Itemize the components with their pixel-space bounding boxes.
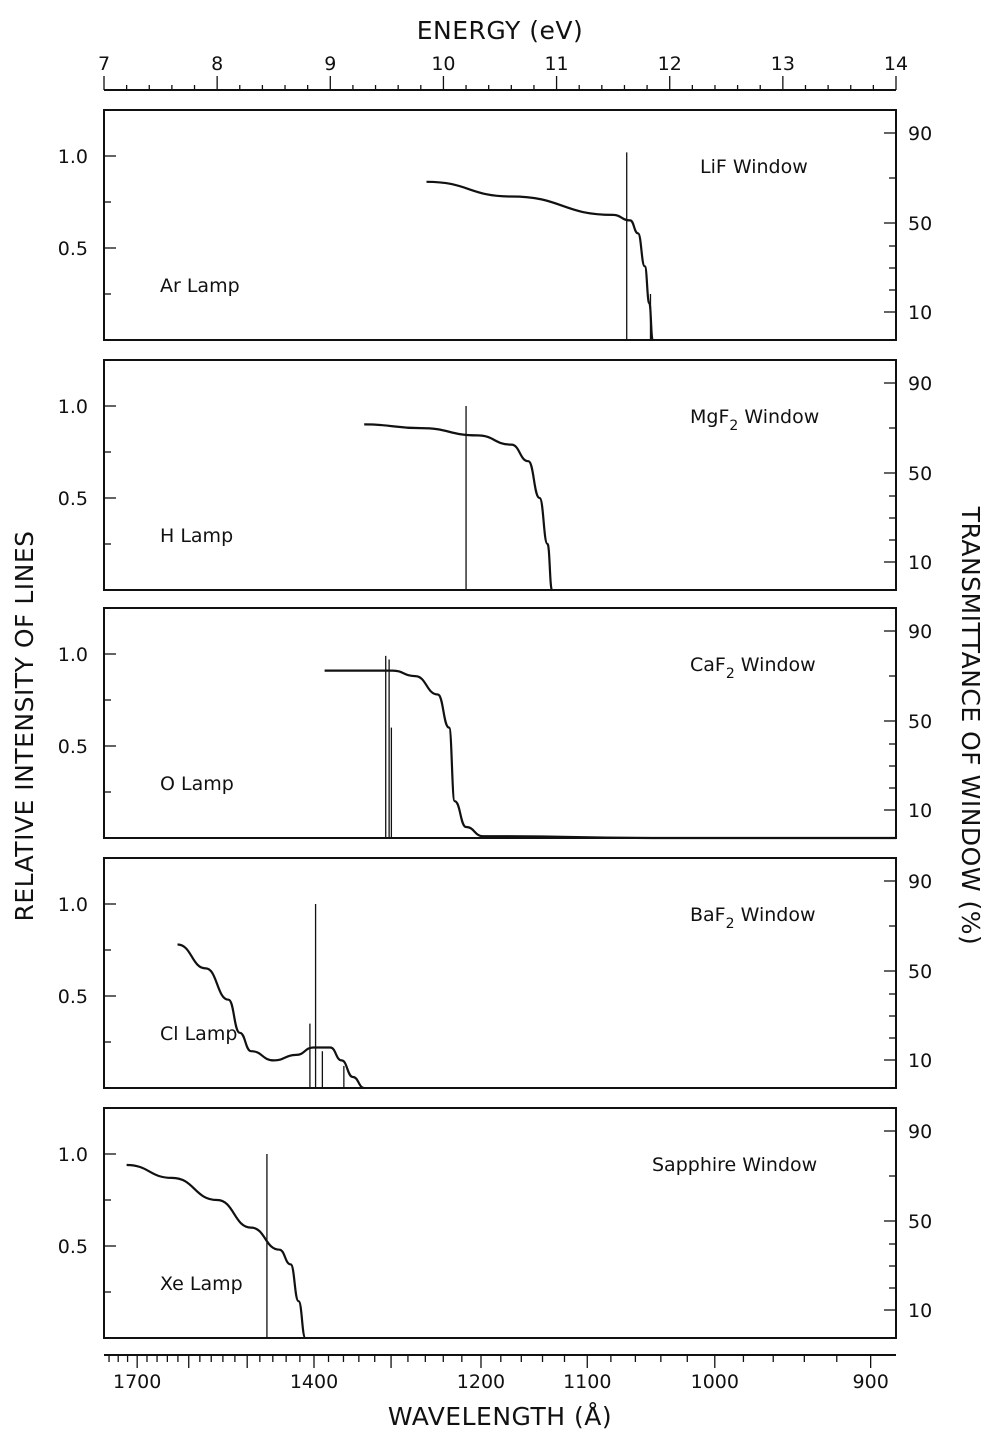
window-subscript: 2	[726, 916, 735, 932]
panel-2: 1.0 0.5 90 50 10 H Lamp MgF2 Window	[58, 359, 932, 592]
lamp-label: Cl Lamp	[160, 1023, 237, 1045]
window-subscript: 2	[729, 418, 738, 434]
transmittance-tick-label: 90	[908, 871, 932, 893]
transmittance-curve	[426, 180, 654, 342]
window-name: Sapphire Window	[652, 1154, 817, 1176]
right-axis-label: TRANSMITTANCE OF WINDOW (%)	[956, 506, 985, 946]
window-label: BaF2 Window	[690, 904, 816, 932]
transmittance-tick-label: 10	[908, 1050, 932, 1072]
window-suffix: Window	[735, 904, 816, 926]
intensity-tick-label: 0.5	[58, 1236, 88, 1258]
transmittance-tick-label: 50	[908, 711, 932, 733]
window-name: MgF	[690, 406, 729, 428]
window-name: LiF Window	[700, 156, 808, 178]
transmittance-curve	[126, 1163, 307, 1340]
energy-tick-label: 12	[658, 53, 682, 75]
intensity-tick-label: 0.5	[58, 488, 88, 510]
panel-frame	[103, 109, 897, 341]
panel-4: 1.0 0.5 90 50 10 Cl Lamp BaF2 Window	[58, 857, 932, 1090]
energy-tick-label: 9	[324, 53, 336, 75]
transmittance-tick-label: 90	[908, 373, 932, 395]
lamp-label: O Lamp	[160, 773, 234, 795]
transmittance-tick-label: 90	[908, 123, 932, 145]
panel-3: 1.0 0.5 90 50 10 O Lamp CaF2 Window	[58, 607, 932, 840]
wavelength-tick-label: 1400	[290, 1371, 338, 1393]
panel-frame	[103, 607, 897, 839]
panel-1: 1.0 0.5 90 50 10 Ar Lamp LiF Window	[58, 109, 932, 342]
intensity-tick-label: 1.0	[58, 644, 88, 666]
intensity-tick-label: 0.5	[58, 736, 88, 758]
window-name: CaF	[690, 654, 726, 676]
bottom-axis-label: WAVELENGTH (Å)	[388, 1402, 612, 1431]
wavelength-tick-label: 1000	[691, 1371, 739, 1393]
window-suffix: Window	[735, 654, 816, 676]
window-label: MgF2 Window	[690, 406, 819, 434]
window-subscript: 2	[726, 666, 735, 682]
panel-frame	[103, 359, 897, 591]
transmittance-tick-label: 50	[908, 961, 932, 983]
intensity-tick-label: 0.5	[58, 986, 88, 1008]
wavelength-axis: 1700 1400 1200 1100 1000 900	[104, 1354, 896, 1393]
transmittance-tick-label: 90	[908, 1121, 932, 1143]
panel-5: 1.0 0.5 90 50 10 Xe Lamp Sapphire Window	[58, 1107, 932, 1340]
intensity-tick-label: 1.0	[58, 396, 88, 418]
transmittance-curve	[177, 943, 365, 1090]
lamp-label: Xe Lamp	[160, 1273, 243, 1295]
transmittance-tick-label: 10	[908, 1300, 932, 1322]
transmittance-tick-label: 50	[908, 213, 932, 235]
wavelength-tick-label: 1200	[457, 1371, 505, 1393]
energy-tick-label: 13	[771, 53, 795, 75]
top-axis-label: ENERGY (eV)	[417, 16, 584, 45]
energy-axis: 7 8 9 10 11 12 13 14	[98, 53, 908, 91]
intensity-tick-label: 1.0	[58, 1144, 88, 1166]
intensity-tick-label: 1.0	[58, 146, 88, 168]
energy-tick-label: 10	[431, 53, 455, 75]
energy-tick-label: 11	[544, 53, 568, 75]
transmittance-curve	[324, 669, 896, 840]
lamp-label: H Lamp	[160, 525, 233, 547]
transmittance-tick-label: 50	[908, 463, 932, 485]
energy-tick-label: 14	[884, 53, 908, 75]
window-suffix: Window	[738, 406, 819, 428]
wavelength-tick-label: 1700	[113, 1371, 161, 1393]
window-label: LiF Window	[700, 156, 808, 178]
panel-frame	[103, 857, 897, 1089]
intensity-tick-label: 1.0	[58, 894, 88, 916]
energy-tick-label: 7	[98, 53, 110, 75]
transmittance-tick-label: 10	[908, 552, 932, 574]
left-axis-label: RELATIVE INTENSITY OF LINES	[10, 530, 39, 921]
lamp-label: Ar Lamp	[160, 275, 240, 297]
transmittance-tick-label: 10	[908, 800, 932, 822]
transmittance-curve	[364, 423, 554, 592]
window-label: Sapphire Window	[652, 1154, 817, 1176]
transmittance-tick-label: 90	[908, 621, 932, 643]
energy-tick-label: 8	[211, 53, 223, 75]
wavelength-tick-label: 1100	[563, 1371, 611, 1393]
transmittance-tick-label: 10	[908, 302, 932, 324]
window-label: CaF2 Window	[690, 654, 816, 682]
intensity-tick-label: 0.5	[58, 238, 88, 260]
transmittance-tick-label: 50	[908, 1211, 932, 1233]
wavelength-tick-label: 900	[853, 1371, 889, 1393]
window-name: BaF	[690, 904, 726, 926]
panel-frame	[103, 1107, 897, 1339]
